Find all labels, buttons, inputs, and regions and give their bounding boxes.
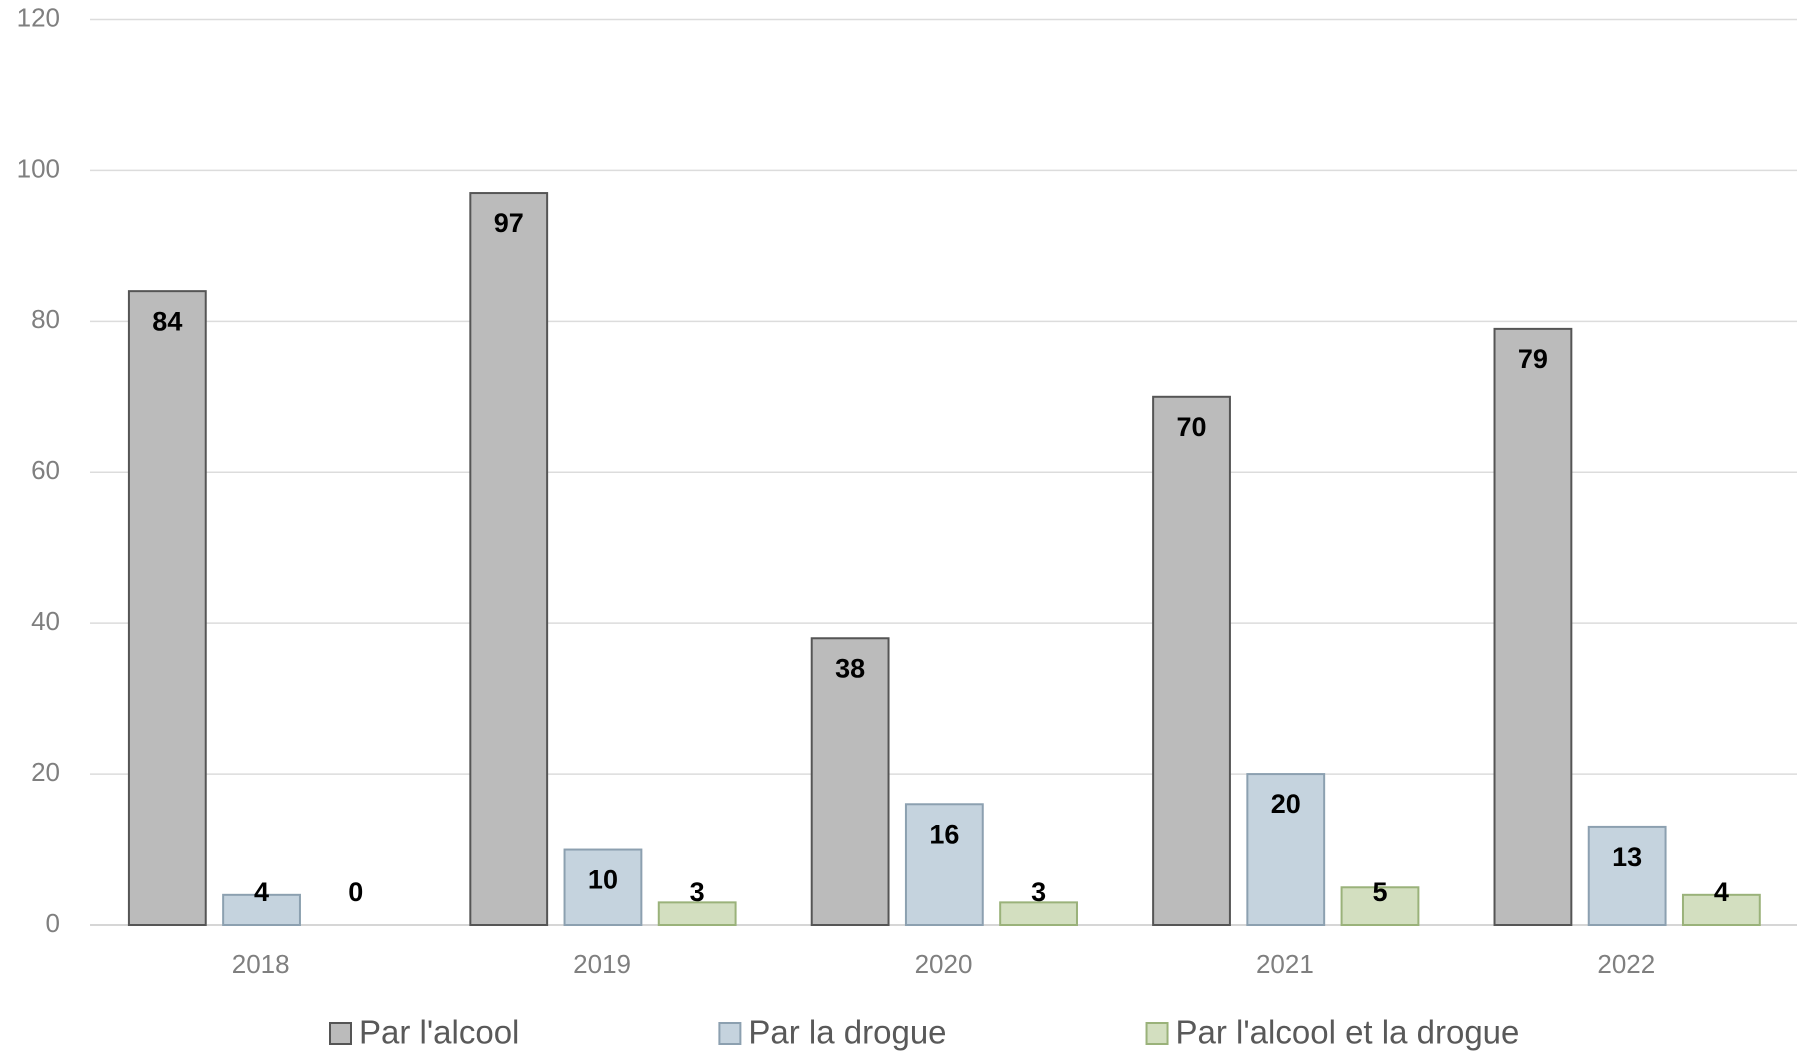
data-label: 10 [588, 865, 618, 895]
legend-swatch [1145, 1022, 1169, 1045]
legend-label: Par l'alcool [359, 1014, 519, 1051]
data-label: 20 [1271, 789, 1301, 819]
bar [1493, 327, 1573, 927]
y-tick-label: 80 [31, 304, 60, 334]
data-label: 4 [1714, 877, 1729, 907]
bar [469, 192, 549, 927]
legend-label: Par la drogue [748, 1014, 946, 1051]
bar [904, 803, 984, 926]
x-tick-label: 2022 [1597, 949, 1655, 979]
data-label: 84 [152, 306, 182, 336]
bar [999, 901, 1078, 926]
bar [1152, 395, 1231, 926]
legend-swatch [329, 1022, 352, 1045]
y-tick-label: 20 [31, 757, 60, 787]
data-label: 16 [929, 819, 959, 849]
data-label: 0 [348, 877, 363, 907]
bar [810, 637, 890, 927]
data-label: 70 [1177, 412, 1207, 442]
data-label: 3 [690, 877, 705, 907]
x-tick-label: 2021 [1256, 949, 1314, 979]
data-label: 79 [1518, 344, 1548, 374]
data-label: 5 [1372, 877, 1387, 907]
y-tick-label: 60 [31, 455, 60, 485]
bar [222, 893, 301, 926]
y-tick-label: 120 [17, 2, 60, 32]
legend-label: Par l'alcool et la drogue [1176, 1014, 1520, 1051]
bar [563, 848, 643, 927]
bar [657, 901, 737, 926]
data-label: 3 [1031, 877, 1046, 907]
bar [1681, 893, 1761, 926]
bar [1246, 773, 1326, 926]
bar [127, 290, 207, 926]
x-tick-label: 2018 [232, 949, 290, 979]
data-label: 38 [835, 653, 865, 683]
y-tick-label: 40 [31, 606, 60, 636]
bar [1587, 825, 1667, 927]
data-label: 13 [1612, 842, 1642, 872]
y-tick-label: 0 [46, 908, 60, 938]
bar [1340, 886, 1420, 926]
data-label: 97 [494, 208, 524, 238]
legend-swatch [718, 1022, 742, 1045]
x-tick-label: 2019 [573, 949, 631, 979]
y-tick-label: 100 [17, 153, 60, 183]
data-label: 4 [254, 877, 269, 907]
x-tick-label: 2020 [915, 949, 973, 979]
